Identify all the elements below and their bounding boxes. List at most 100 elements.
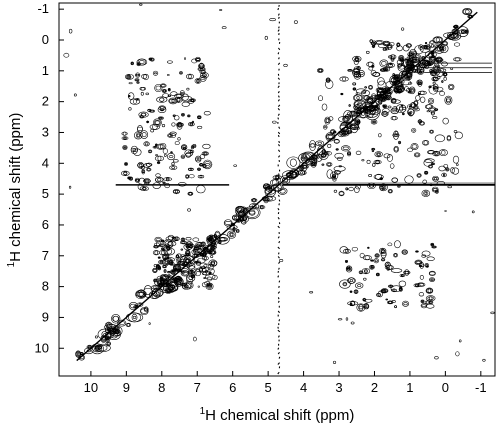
diagonal-peak [95, 347, 100, 351]
cross-peak [189, 168, 192, 171]
x-tick-label: 9 [123, 380, 130, 395]
cross-peak [338, 165, 342, 168]
cross-peak [426, 288, 433, 294]
cross-peak [421, 189, 431, 197]
cross-peak [182, 145, 186, 150]
diagonal-peak [272, 183, 282, 192]
diagonal-peak [289, 158, 297, 167]
cross-peak [135, 78, 139, 81]
cross-peak [425, 303, 435, 309]
cross-peak [171, 269, 175, 274]
cross-peak [443, 173, 446, 177]
cross-peak [393, 145, 399, 153]
diagonal-peak [138, 303, 142, 307]
cross-peak [195, 267, 207, 273]
cross-peak [192, 145, 196, 147]
cross-peak [342, 282, 348, 286]
cross-peak [186, 245, 190, 249]
cross-peak [382, 110, 388, 117]
cross-peak [211, 261, 215, 265]
cross-peak [202, 270, 212, 276]
cross-peak [155, 173, 161, 178]
cross-peak [428, 300, 434, 305]
diagonal-peak [380, 96, 387, 102]
cross-peak [418, 292, 425, 297]
diagonal-peak [135, 291, 146, 298]
cross-peak [197, 285, 201, 288]
cross-peak [203, 111, 211, 116]
cross-peak [321, 103, 328, 111]
cross-peak [206, 276, 213, 282]
diagonal-peak [300, 171, 303, 175]
diagonal-peak [79, 355, 85, 360]
cross-peak [200, 70, 205, 74]
cross-peak [442, 117, 449, 125]
cross-peak [410, 89, 415, 92]
cross-peak [326, 169, 334, 179]
cross-peak [159, 117, 163, 120]
cross-peak [374, 253, 380, 258]
water-vertical-trace [277, 207, 280, 211]
cross-peak [426, 110, 430, 113]
cross-peak [376, 254, 378, 257]
cross-peak [136, 81, 140, 84]
cross-peak [425, 287, 434, 294]
cross-peak [403, 251, 407, 254]
cross-peak [181, 282, 191, 290]
diagonal-peak [431, 55, 435, 58]
diagonal-peak [351, 124, 355, 129]
diagonal-peak [164, 287, 172, 294]
cross-peak [315, 140, 325, 146]
cross-peak [415, 95, 421, 101]
cross-peak [201, 151, 209, 156]
noise-peak [139, 3, 143, 6]
cross-peak [165, 178, 170, 181]
cross-peak [375, 160, 380, 164]
cross-peak [171, 122, 176, 127]
diagonal-peak [224, 221, 232, 225]
cross-peak [432, 81, 436, 85]
cross-peak [398, 140, 402, 145]
cross-peak [141, 170, 146, 174]
cross-peak [373, 174, 384, 180]
cross-peak [394, 253, 397, 257]
diagonal-peak [327, 134, 334, 139]
cross-peak [390, 268, 403, 273]
cross-peak [182, 284, 189, 289]
diagonal-peak [219, 237, 226, 242]
cross-peak [443, 76, 447, 81]
diagonal-peak [167, 281, 179, 292]
diagonal-peak [310, 143, 315, 148]
diagonal-peak [326, 133, 335, 141]
diagonal-peak [357, 101, 363, 107]
cross-peak [157, 155, 162, 161]
cross-peak [169, 98, 178, 104]
diagonal-peak [235, 229, 240, 233]
cross-peak [317, 68, 324, 73]
water-vertical-trace [277, 85, 280, 88]
cross-peak [132, 148, 137, 152]
cross-peak [430, 130, 434, 134]
diagonal-peak [312, 162, 315, 166]
y-tick-label: 6 [42, 217, 49, 232]
diagonal-peak [462, 8, 473, 16]
cross-peak [368, 174, 373, 177]
diagonal-peak [425, 44, 431, 51]
diagonal-peak [175, 266, 179, 269]
cross-peak [443, 164, 449, 169]
diagonal-peak [228, 232, 235, 238]
cross-peak [398, 141, 401, 144]
y-tick-label: 4 [42, 155, 49, 170]
cross-peak [197, 116, 201, 119]
cross-peak [323, 126, 327, 129]
x-axis-label-text: H chemical shift (ppm) [205, 407, 354, 424]
water-vertical-trace [278, 240, 281, 244]
cross-peak [348, 186, 354, 192]
cross-peak [372, 45, 375, 48]
cross-peak [198, 62, 205, 70]
cross-peak [155, 176, 164, 183]
cross-peak [196, 78, 200, 83]
cross-peak [394, 133, 398, 137]
diagonal-peak [368, 99, 372, 102]
cross-peak [452, 155, 460, 164]
